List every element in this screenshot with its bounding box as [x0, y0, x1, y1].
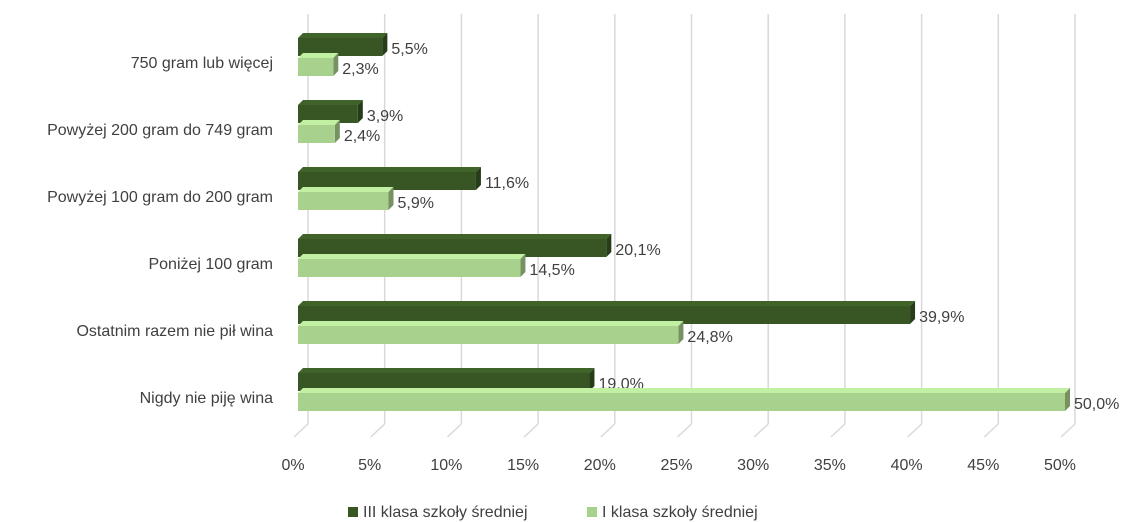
x-tick-label: 25%: [660, 457, 692, 474]
bar-3d: [298, 254, 526, 277]
bar-top: [298, 187, 394, 192]
bar-side: [334, 120, 340, 143]
x-tick-label: 0%: [281, 457, 304, 474]
y-tick-label: Ostatnim razem nie pił wina: [76, 323, 273, 340]
grid-floor: [983, 423, 999, 438]
y-tick-label: Powyżej 200 gram do 749 gram: [47, 122, 273, 139]
bar-3d: [298, 234, 612, 257]
value-label: 20,1%: [615, 242, 660, 259]
bar-3d: [298, 388, 1070, 411]
bar: [298, 306, 911, 324]
grid-floor: [830, 423, 846, 438]
bar-3d: [298, 120, 340, 143]
x-tick-label: 40%: [891, 457, 923, 474]
bar-side: [475, 167, 481, 190]
bar: [298, 172, 476, 190]
bar-top: [298, 100, 363, 105]
bar-side: [333, 53, 339, 76]
value-label: 39,9%: [919, 309, 964, 326]
bar-3d: [298, 33, 388, 56]
value-label: 5,5%: [391, 41, 427, 58]
bar-side: [678, 321, 684, 344]
bar-side: [357, 100, 363, 123]
x-tick-label: 30%: [737, 457, 769, 474]
legend-swatch: [587, 507, 597, 517]
grid-floor: [907, 423, 923, 438]
bar: [298, 373, 590, 391]
bar: [298, 125, 335, 143]
grid-floor: [1060, 423, 1076, 438]
bar: [298, 105, 358, 123]
grid-floor: [293, 423, 309, 438]
y-tick-label: Powyżej 100 gram do 200 gram: [47, 189, 273, 206]
value-label: 2,4%: [344, 128, 380, 145]
bar-3d: [298, 187, 394, 210]
bar-top: [298, 33, 388, 38]
grid-floor: [676, 423, 693, 438]
value-label: 3,9%: [367, 108, 403, 125]
bar-top: [298, 388, 1070, 393]
value-label: 14,5%: [529, 262, 574, 279]
bar-side: [606, 234, 612, 257]
bar-top: [298, 167, 481, 172]
bar-3d: [298, 100, 363, 123]
value-label: 2,3%: [342, 61, 378, 78]
y-tick-label: Nigdy nie piję wina: [140, 390, 274, 407]
bar: [298, 192, 389, 210]
bar-side: [589, 368, 595, 391]
bar-side: [382, 33, 388, 56]
x-tick-label: 35%: [814, 457, 846, 474]
bar-top: [298, 234, 612, 239]
value-label: 11,6%: [485, 175, 529, 192]
legend-swatch: [348, 507, 358, 517]
bar-3d: [298, 301, 916, 324]
value-label: 24,8%: [687, 329, 732, 346]
x-tick-label: 5%: [358, 457, 381, 474]
grid-floor: [600, 423, 616, 438]
bar: [298, 239, 607, 257]
legend-label: I klasa szkoły średniej: [602, 504, 758, 521]
x-tick-label: 10%: [430, 457, 462, 474]
x-tick-label: 20%: [584, 457, 616, 474]
y-tick-label: 750 gram lub więcej: [131, 55, 273, 72]
legend-label: III klasa szkoły średniej: [363, 504, 528, 521]
bar-side: [388, 187, 394, 210]
bar: [298, 393, 1065, 411]
bar-top: [298, 254, 526, 259]
bar-3d: [298, 53, 339, 76]
grid-floor: [753, 423, 769, 438]
bar-top: [298, 368, 595, 373]
bar-3d: [298, 167, 481, 190]
bar: [298, 58, 334, 76]
bar-side: [520, 254, 526, 277]
bar-top: [298, 120, 340, 125]
bar-top: [298, 301, 916, 306]
bar-3d: [298, 321, 684, 344]
grid-floor: [446, 423, 462, 438]
value-label: 50,0%: [1074, 396, 1119, 413]
bar-side: [1065, 388, 1070, 411]
bar: [298, 38, 383, 56]
bar: [298, 259, 521, 277]
value-label: 5,9%: [398, 195, 434, 212]
grid-floor: [523, 423, 539, 438]
bar-top: [298, 321, 684, 326]
bar-3d: [298, 368, 595, 391]
bar-top: [298, 53, 339, 58]
x-tick-label: 15%: [507, 457, 539, 474]
x-tick-label: 50%: [1044, 457, 1076, 474]
y-tick-label: Poniżej 100 gram: [148, 256, 273, 273]
bar-side: [910, 301, 916, 324]
grid-floor: [370, 423, 386, 438]
bar: [298, 326, 679, 344]
x-tick-label: 45%: [967, 457, 999, 474]
